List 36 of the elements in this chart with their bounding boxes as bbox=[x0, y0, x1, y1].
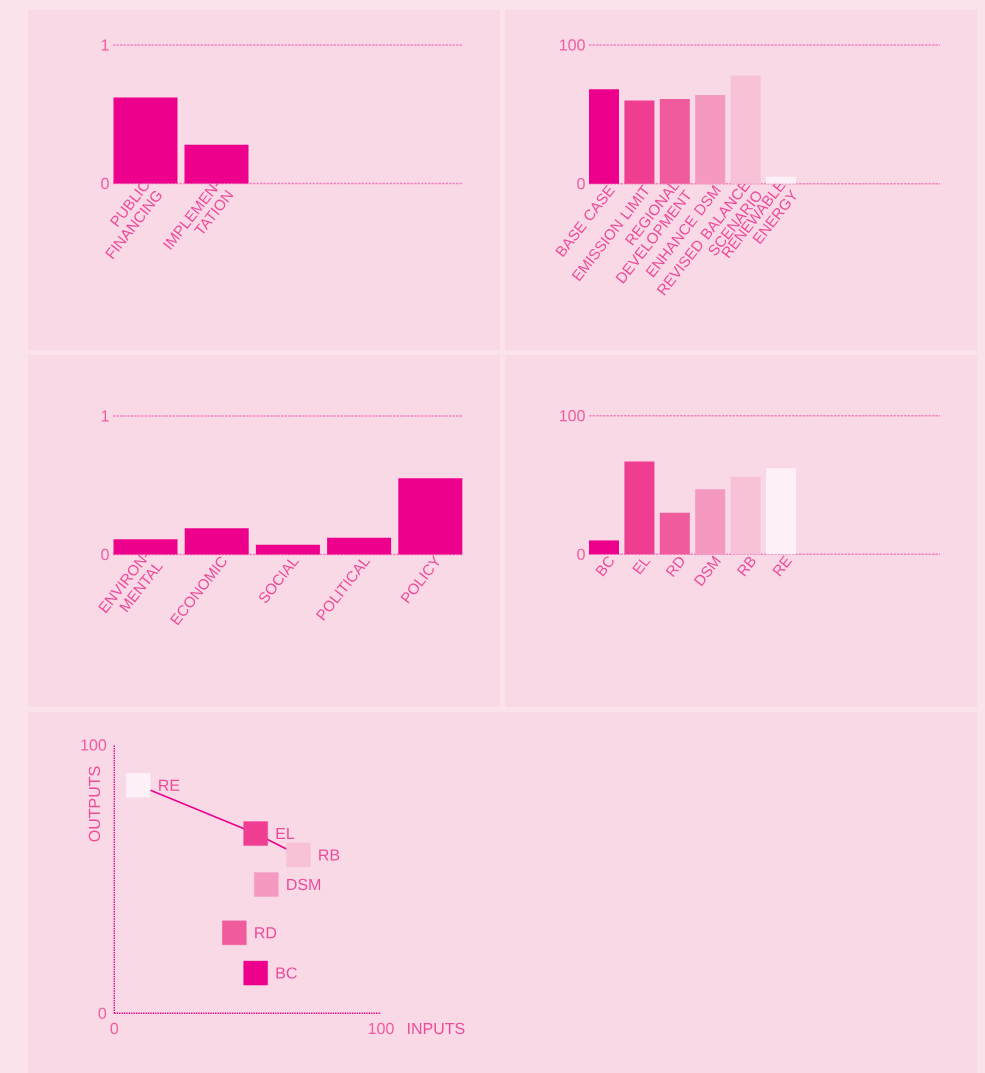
bar bbox=[766, 176, 797, 184]
bar bbox=[624, 461, 655, 555]
point bbox=[243, 821, 268, 846]
x-tick-label: BC bbox=[595, 556, 614, 577]
bar bbox=[766, 468, 797, 555]
annotation: RB bbox=[319, 849, 340, 861]
bar bbox=[695, 94, 726, 184]
bar bbox=[695, 489, 726, 555]
y-tick-label: 100 bbox=[560, 410, 585, 422]
point bbox=[254, 872, 279, 897]
annotation: RE bbox=[159, 779, 180, 791]
annotation: DSM bbox=[287, 878, 321, 891]
bar bbox=[659, 99, 690, 184]
x-tick-label: RD bbox=[665, 557, 684, 578]
x-tick-label: RB bbox=[736, 556, 756, 577]
y-tick-label: 1 bbox=[101, 410, 109, 422]
point bbox=[243, 960, 268, 986]
y-tick-label: 0 bbox=[98, 1007, 107, 1019]
point bbox=[222, 920, 247, 946]
bar bbox=[659, 512, 690, 555]
annotation: BC bbox=[276, 967, 297, 979]
x-tick-label: RE bbox=[772, 555, 793, 577]
y-axis-title: OUTPUTS bbox=[88, 766, 101, 842]
point bbox=[126, 773, 151, 798]
bar bbox=[624, 100, 655, 184]
bar bbox=[589, 89, 620, 184]
y-tick-label: 100 bbox=[560, 39, 585, 51]
x-tick-label: EL bbox=[632, 559, 651, 575]
bar bbox=[730, 476, 761, 555]
bar bbox=[730, 75, 761, 184]
y-tick-label: 100 bbox=[81, 739, 107, 751]
point bbox=[286, 842, 311, 868]
annotation: EL bbox=[276, 828, 295, 840]
annotation: RD bbox=[255, 927, 277, 939]
y-tick-label: 1 bbox=[101, 39, 109, 51]
x-axis-title: INPUTS bbox=[408, 1022, 465, 1035]
